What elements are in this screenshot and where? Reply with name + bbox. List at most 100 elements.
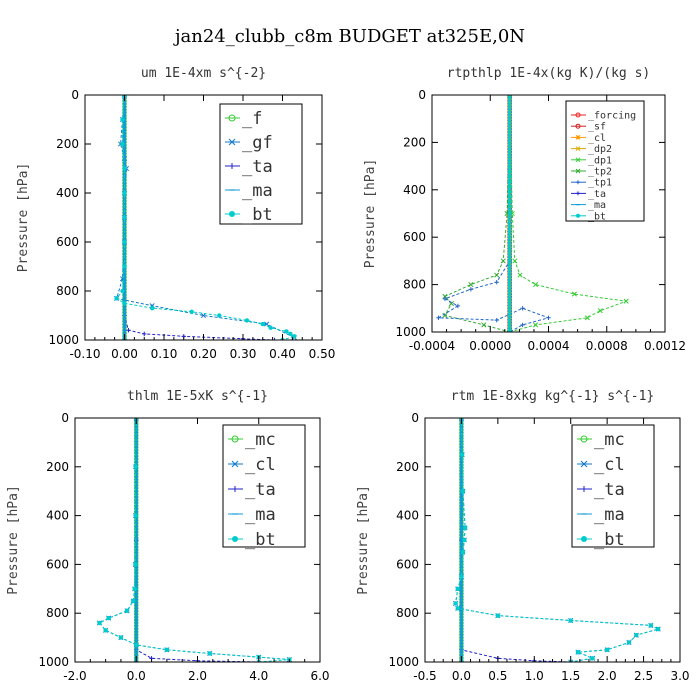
data-point	[118, 635, 124, 640]
data-point	[507, 306, 512, 311]
x-tick-label: 6.0	[310, 669, 329, 683]
legend-label: _cl	[594, 455, 625, 475]
data-point	[575, 650, 581, 655]
legend: _f _gf _ta _ma _bt	[219, 103, 303, 225]
data-point	[507, 275, 512, 279]
data-point	[292, 334, 297, 339]
legend-label: _cl	[245, 455, 276, 475]
x-tick-label: 4.0	[249, 669, 268, 683]
data-point	[507, 232, 512, 237]
data-point	[106, 615, 111, 621]
plot-area	[453, 418, 661, 662]
data-point	[507, 226, 512, 231]
y-tick-label: 0	[411, 411, 419, 425]
x-tick-label: 0.0012	[644, 339, 686, 353]
legend-marker	[580, 460, 588, 468]
data-point	[507, 269, 512, 274]
data-point	[520, 322, 525, 328]
data-point	[507, 115, 512, 120]
data-point	[442, 296, 448, 302]
data-point	[507, 110, 512, 114]
data-point	[507, 164, 512, 168]
legend-label: _bt	[594, 530, 625, 550]
legend-label: _gf	[242, 133, 273, 153]
x-tick-label: 0.0	[127, 669, 146, 683]
data-point	[571, 291, 577, 297]
legend-marker	[581, 486, 587, 492]
legend-label: _ta	[242, 157, 273, 177]
data-point	[507, 118, 512, 123]
data-point	[546, 315, 551, 320]
data-point	[481, 322, 487, 328]
data-point	[507, 283, 512, 288]
y-tick-label: 400	[396, 509, 419, 523]
legend-label: _bt	[245, 530, 276, 550]
data-point	[442, 312, 448, 318]
legend-marker	[231, 435, 239, 443]
data-point	[122, 264, 127, 269]
y-tick-label: 200	[403, 135, 426, 149]
data-point	[507, 224, 512, 228]
legend-label: _dp2	[588, 144, 612, 155]
data-point	[207, 651, 212, 656]
legend-marker	[229, 211, 235, 217]
data-point	[507, 266, 512, 271]
data-point	[494, 317, 499, 323]
y-axis-label: Pressure [hPa]	[6, 485, 21, 595]
data-point	[507, 175, 512, 180]
data-point	[604, 647, 610, 652]
data-point	[455, 303, 461, 309]
data-point	[507, 155, 512, 160]
y-tick-label: 600	[396, 557, 419, 571]
data-point	[97, 620, 102, 626]
data-point	[133, 464, 138, 469]
data-point	[455, 606, 460, 611]
data-point	[584, 315, 590, 321]
data-point	[623, 298, 629, 304]
data-point	[507, 195, 512, 200]
data-point	[520, 306, 525, 311]
legend-label: _tp1	[588, 178, 612, 189]
data-point	[122, 215, 127, 220]
y-tick-label: 600	[403, 230, 426, 244]
data-point	[189, 309, 194, 315]
data-point	[507, 184, 512, 188]
data-point	[507, 212, 512, 217]
legend-label: _bt	[242, 205, 273, 225]
chart-panel-4: rtm 1E-8xkg kg^{-1} s^{-1} Pressure [hPa]…	[356, 389, 690, 683]
y-tick-label: 0	[71, 88, 79, 102]
x-tick-label: -2.0	[63, 669, 86, 683]
data-point	[507, 215, 512, 220]
legend-marker	[575, 123, 581, 129]
data-point	[507, 127, 512, 131]
legend: _mc _cl _ta _ma _bt	[571, 424, 655, 550]
x-tick-label: 0.40	[269, 347, 296, 361]
data-point	[103, 628, 108, 633]
legend-label: _ta	[245, 480, 276, 500]
legend: _mc _cl _ta _ma _bt	[222, 424, 306, 550]
legend-marker	[576, 191, 580, 196]
data-point	[272, 337, 277, 340]
data-point	[507, 252, 512, 257]
legend-label: _sf	[588, 122, 606, 133]
legend-label: _ma	[588, 200, 606, 211]
legend-marker	[575, 157, 581, 163]
data-point	[494, 272, 500, 278]
data-point	[507, 235, 512, 239]
data-point	[149, 305, 155, 311]
legend-marker	[575, 112, 581, 118]
chart-panel-3: thlm 1E-5xK s^{-1} Pressure [hPa] -2.0 0.0 2…	[6, 389, 330, 683]
data-point	[507, 286, 512, 291]
data-point	[507, 135, 512, 140]
x-tick-label: 0.10	[151, 347, 178, 361]
data-point	[507, 167, 512, 171]
data-point	[455, 586, 460, 591]
data-point	[507, 144, 512, 148]
data-point	[507, 303, 512, 308]
data-point	[507, 152, 512, 157]
legend-label: _tp2	[588, 167, 612, 178]
data-point	[507, 300, 512, 305]
data-point	[460, 550, 466, 555]
data-point	[507, 198, 512, 203]
legend-marker	[575, 135, 581, 140]
